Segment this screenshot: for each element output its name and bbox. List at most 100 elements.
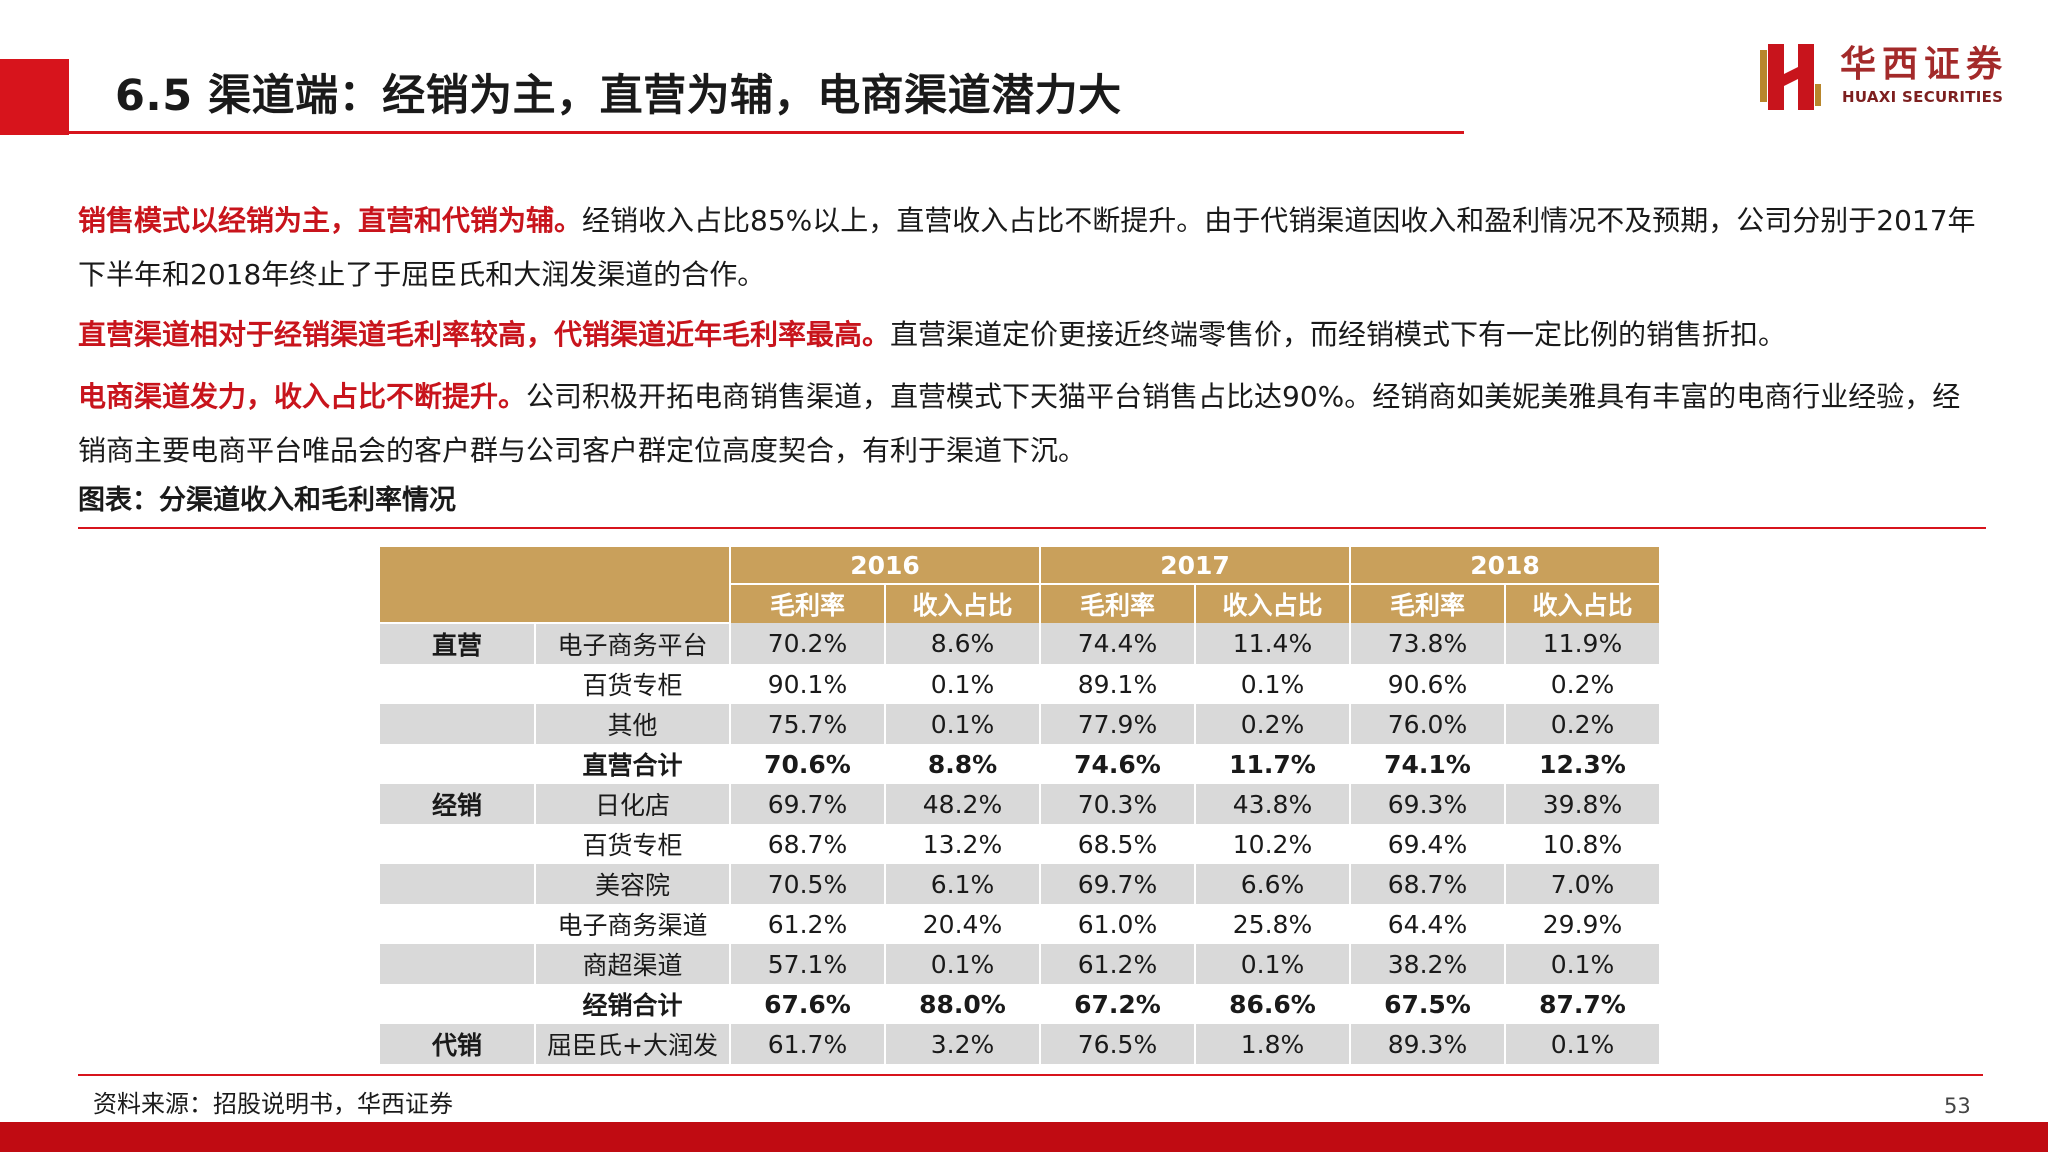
gross-margin-cell: 64.4% xyxy=(1350,904,1506,944)
company-logo: 华西证券 HUAXI SECURITIES xyxy=(1760,40,2020,110)
paragraph-2: 直营渠道相对于经销渠道毛利率较高，代销渠道近年毛利率最高。直营渠道定价更接近终端… xyxy=(78,308,1978,362)
revenue-share-cell: 0.1% xyxy=(1505,944,1661,984)
gross-margin-cell: 68.7% xyxy=(1350,864,1506,904)
table-row: 直营合计 70.6% 8.8% 74.6% 11.7% 74.1% 12.3% xyxy=(380,744,1661,784)
channel-cell: 经销合计 xyxy=(535,984,731,1024)
gross-margin-cell: 68.7% xyxy=(730,824,886,864)
paragraph-lead: 电商渠道发力，收入占比不断提升。 xyxy=(78,380,527,413)
revenue-share-cell: 10.2% xyxy=(1195,824,1351,864)
sub-header: 毛利率 xyxy=(1040,584,1196,623)
revenue-share-cell: 13.2% xyxy=(885,824,1041,864)
revenue-share-cell: 0.2% xyxy=(1505,704,1661,744)
title-underline xyxy=(69,131,1464,134)
gross-margin-cell: 89.3% xyxy=(1350,1024,1506,1064)
table-row: 直营 电子商务平台 70.2% 8.6% 74.4% 11.4% 73.8% 11.9% xyxy=(380,623,1661,664)
revenue-share-cell: 0.2% xyxy=(1195,704,1351,744)
revenue-share-cell: 1.8% xyxy=(1195,1024,1351,1064)
table-row: 经销 日化店 69.7% 48.2% 70.3% 43.8% 69.3% 39.8% xyxy=(380,784,1661,824)
table-row: 经销合计 67.6% 88.0% 67.2% 86.6% 67.5% 87.7% xyxy=(380,984,1661,1024)
revenue-share-cell: 43.8% xyxy=(1195,784,1351,824)
table-row: 百货专柜 90.1% 0.1% 89.1% 0.1% 90.6% 0.2% xyxy=(380,664,1661,704)
channel-cell: 美容院 xyxy=(535,864,731,904)
revenue-share-cell: 0.1% xyxy=(885,944,1041,984)
revenue-share-cell: 0.1% xyxy=(885,704,1041,744)
paragraph-text: 公司积极开拓电商销售渠道，直营模式下天猫平台销售占比达90%。经销商如美妮美雅具… xyxy=(78,380,1961,467)
gross-margin-cell: 69.4% xyxy=(1350,824,1506,864)
revenue-share-cell: 20.4% xyxy=(885,904,1041,944)
table-corner-header xyxy=(380,547,731,624)
revenue-share-cell: 3.2% xyxy=(885,1024,1041,1064)
gross-margin-cell: 61.7% xyxy=(730,1024,886,1064)
paragraph-3: 电商渠道发力，收入占比不断提升。公司积极开拓电商销售渠道，直营模式下天猫平台销售… xyxy=(78,370,1978,478)
sub-header: 收入占比 xyxy=(1195,584,1351,623)
gross-margin-cell: 73.8% xyxy=(1350,623,1506,664)
gross-margin-cell: 77.9% xyxy=(1040,704,1196,744)
gross-margin-cell: 57.1% xyxy=(730,944,886,984)
revenue-share-cell: 39.8% xyxy=(1505,784,1661,824)
gross-margin-cell: 90.6% xyxy=(1350,664,1506,704)
gross-margin-cell: 70.6% xyxy=(730,744,886,784)
gross-margin-cell: 76.0% xyxy=(1350,704,1506,744)
revenue-share-cell: 29.9% xyxy=(1505,904,1661,944)
channel-cell: 直营合计 xyxy=(535,744,731,784)
revenue-share-cell: 86.6% xyxy=(1195,984,1351,1024)
logo-english-name: HUAXI SECURITIES xyxy=(1842,88,2004,106)
gross-margin-cell: 61.0% xyxy=(1040,904,1196,944)
year-header: 2018 xyxy=(1350,547,1661,585)
group-cell xyxy=(380,864,536,904)
channel-cell: 商超渠道 xyxy=(535,944,731,984)
channel-cell: 日化店 xyxy=(535,784,731,824)
gross-margin-cell: 67.6% xyxy=(730,984,886,1024)
revenue-share-cell: 88.0% xyxy=(885,984,1041,1024)
group-cell xyxy=(380,984,536,1024)
group-cell: 代销 xyxy=(380,1024,536,1064)
table-row: 其他 75.7% 0.1% 77.9% 0.2% 76.0% 0.2% xyxy=(380,704,1661,744)
group-cell: 经销 xyxy=(380,784,536,824)
group-cell xyxy=(380,704,536,744)
revenue-share-cell: 11.4% xyxy=(1195,623,1351,664)
channel-cell: 其他 xyxy=(535,704,731,744)
revenue-share-cell: 11.7% xyxy=(1195,744,1351,784)
group-cell xyxy=(380,904,536,944)
year-header: 2016 xyxy=(730,547,1041,585)
table-row: 代销 屈臣氏+大润发 61.7% 3.2% 76.5% 1.8% 89.3% 0.1% xyxy=(380,1024,1661,1064)
revenue-share-cell: 11.9% xyxy=(1505,623,1661,664)
gross-margin-cell: 38.2% xyxy=(1350,944,1506,984)
revenue-share-cell: 6.6% xyxy=(1195,864,1351,904)
channel-cell: 电子商务渠道 xyxy=(535,904,731,944)
paragraph-lead: 销售模式以经销为主，直营和代销为辅。 xyxy=(78,204,583,237)
gross-margin-cell: 61.2% xyxy=(730,904,886,944)
gross-margin-cell: 69.7% xyxy=(730,784,886,824)
gross-margin-cell: 61.2% xyxy=(1040,944,1196,984)
title-accent-block xyxy=(0,59,69,135)
sub-header: 毛利率 xyxy=(1350,584,1506,623)
channel-cell: 百货专柜 xyxy=(535,664,731,704)
gross-margin-cell: 70.2% xyxy=(730,623,886,664)
revenue-share-cell: 48.2% xyxy=(885,784,1041,824)
revenue-share-cell: 0.2% xyxy=(1505,664,1661,704)
gross-margin-cell: 69.3% xyxy=(1350,784,1506,824)
revenue-share-cell: 10.8% xyxy=(1505,824,1661,864)
revenue-share-cell: 25.8% xyxy=(1195,904,1351,944)
huaxi-logo-icon xyxy=(1760,44,1821,110)
table-row: 百货专柜 68.7% 13.2% 68.5% 10.2% 69.4% 10.8% xyxy=(380,824,1661,864)
gross-margin-cell: 74.4% xyxy=(1040,623,1196,664)
paragraph-1: 销售模式以经销为主，直营和代销为辅。经销收入占比85%以上，直营收入占比不断提升… xyxy=(78,194,1978,302)
paragraph-lead: 直营渠道相对于经销渠道毛利率较高，代销渠道近年毛利率最高。 xyxy=(78,318,891,351)
revenue-share-cell: 0.1% xyxy=(885,664,1041,704)
gross-margin-cell: 67.2% xyxy=(1040,984,1196,1024)
revenue-share-cell: 7.0% xyxy=(1505,864,1661,904)
table-row: 美容院 70.5% 6.1% 69.7% 6.6% 68.7% 7.0% xyxy=(380,864,1661,904)
revenue-share-cell: 8.6% xyxy=(885,623,1041,664)
table-caption: 图表：分渠道收入和毛利率情况 xyxy=(78,485,456,516)
revenue-share-cell: 87.7% xyxy=(1505,984,1661,1024)
revenue-share-cell: 8.8% xyxy=(885,744,1041,784)
table-row: 商超渠道 57.1% 0.1% 61.2% 0.1% 38.2% 0.1% xyxy=(380,944,1661,984)
group-cell xyxy=(380,664,536,704)
revenue-share-cell: 0.1% xyxy=(1195,944,1351,984)
gross-margin-cell: 89.1% xyxy=(1040,664,1196,704)
caption-divider xyxy=(78,527,1986,529)
gross-margin-cell: 74.1% xyxy=(1350,744,1506,784)
channel-cell: 百货专柜 xyxy=(535,824,731,864)
footer-divider xyxy=(78,1074,1983,1076)
